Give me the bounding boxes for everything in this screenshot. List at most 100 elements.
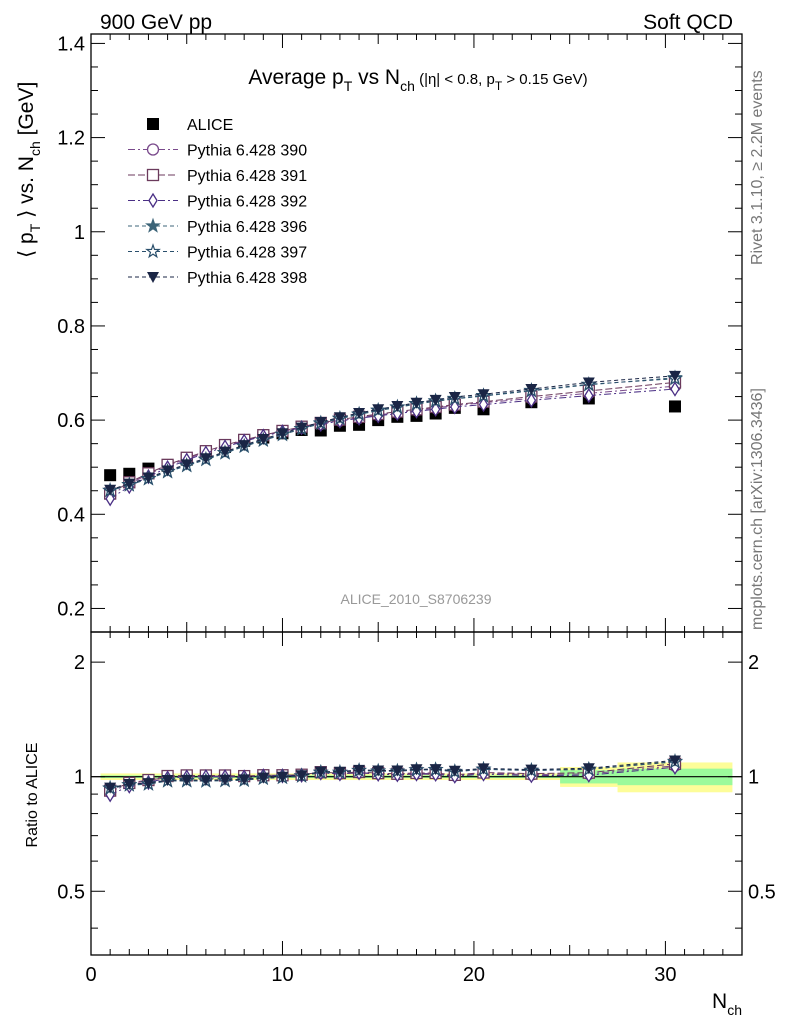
data-point: [526, 392, 537, 409]
data-point: [123, 478, 136, 490]
ratio-point: [295, 770, 308, 782]
data-point: [104, 484, 117, 496]
legend-label: Pythia 6.428 390: [187, 143, 307, 160]
y-tick-label: 0.4: [57, 504, 85, 526]
legend-label: Pythia 6.428 391: [187, 168, 307, 185]
data-point: [104, 469, 117, 482]
data-point: [477, 389, 490, 401]
ratio-y-tick-label: 0.5: [57, 881, 85, 903]
legend-entry: Pythia 6.428 398: [128, 270, 307, 287]
data-point: [391, 400, 404, 412]
legend-marker: [146, 168, 160, 182]
ratio-point: [582, 763, 595, 775]
series-line: [109, 378, 676, 491]
data-point: [670, 381, 680, 397]
ratio-point: [104, 782, 117, 794]
legend-marker: [147, 272, 159, 283]
ratio-panel: 0.5 0.51 12 20 10 20 30: [57, 631, 776, 986]
header-right: Soft QCD: [643, 11, 733, 34]
legend-entry: Pythia 6.428 392: [128, 192, 307, 211]
data-point: [142, 472, 155, 484]
data-point: [372, 404, 385, 416]
legend-entry: Pythia 6.428 391: [128, 168, 307, 185]
data-point: [314, 416, 327, 428]
data-point: [238, 440, 251, 452]
mcplots-label: mcplots.cern.ch [arXiv:1306.3436]: [749, 388, 766, 630]
ratio-point: [219, 774, 232, 786]
ratio-y-tick-label-right: 0.5: [748, 881, 776, 903]
ratio-y-tick-label: 1: [74, 767, 85, 789]
ratio-point: [372, 765, 385, 777]
legend-marker: [148, 192, 158, 209]
ratio-y-tick-label-right: 2: [748, 652, 759, 674]
ratio-y-tick-label-right: 1: [748, 767, 759, 789]
legend-entry: Pythia 6.428 396: [128, 217, 307, 236]
data-point: [410, 397, 423, 409]
legend-label: ALICE: [187, 117, 233, 134]
main-panel: 0.2 0.4 0.6 0.8 1 1.2 1.4 ALICE Pythia 6.428 390…: [57, 33, 743, 633]
y-tick-label: 1.4: [57, 33, 85, 55]
x-tick-label: 10: [271, 964, 293, 986]
data-point: [668, 400, 681, 413]
main-ylabel: ⟨ pT ⟩ vs. Nch [GeV]: [15, 82, 43, 258]
ratio-point: [276, 771, 289, 783]
y-tick-label: 1.2: [57, 128, 85, 150]
ratio-point: [180, 774, 193, 786]
ratio-series-398: [104, 755, 681, 794]
y-tick-label: 0.6: [57, 410, 85, 432]
data-point: [199, 453, 212, 465]
legend-entry: Pythia 6.428 397: [128, 243, 307, 262]
ratio-point: [199, 775, 212, 787]
rivet-label: Rivet 3.1.10, ≥ 2.2M events: [749, 70, 766, 265]
ratio-point: [238, 774, 251, 786]
ratio-ylabel: Ratio to ALICE: [24, 743, 41, 848]
y-tick-label: 0.8: [57, 316, 85, 338]
ratio-point: [448, 765, 461, 777]
data-point: [105, 491, 115, 507]
legend-marker: [145, 243, 161, 259]
ratio-point: [477, 763, 490, 775]
legend-label: Pythia 6.428 397: [187, 245, 307, 262]
ratio-point: [314, 766, 327, 778]
series-line: [109, 375, 676, 491]
main-title: Average pT vs Nch (|η| < 0.8, pT > 0.15 …: [248, 66, 587, 94]
data-point: [448, 392, 461, 404]
data-point: [668, 370, 681, 382]
ratio-frame: [90, 631, 743, 956]
ratio-point: [353, 764, 366, 776]
legend-marker: [146, 143, 160, 156]
ratio-point: [525, 764, 538, 776]
y-tick-label: 0.2: [57, 598, 85, 620]
x-tick-label: 20: [463, 964, 485, 986]
data-point: [180, 459, 193, 471]
data-point: [430, 401, 441, 418]
legend-marker: [147, 118, 159, 130]
legend-label: Pythia 6.428 392: [187, 194, 307, 211]
ratio-point: [429, 764, 442, 776]
data-point: [161, 465, 174, 477]
ratio-point: [333, 766, 346, 778]
series-line: [109, 385, 676, 496]
ratio-point: [161, 775, 174, 787]
data-point: [353, 408, 366, 420]
data-point: [295, 422, 308, 434]
legend-entry: ALICE: [147, 117, 233, 134]
x-tick-label: 0: [85, 964, 96, 986]
legend-label: Pythia 6.428 396: [187, 219, 307, 236]
header-left: 900 GeV pp: [100, 11, 212, 34]
data-point: [478, 396, 489, 413]
data-point: [219, 446, 232, 458]
data-point: [276, 428, 289, 440]
series-398: [104, 370, 681, 496]
x-axis-label: Nch: [712, 990, 742, 1018]
data-point: [257, 433, 270, 445]
ratio-point: [391, 765, 404, 777]
x-tick-label: 30: [654, 964, 676, 986]
ratio-point: [142, 778, 155, 790]
ratio-point: [123, 778, 136, 790]
data-point: [333, 412, 346, 424]
legend-label: Pythia 6.428 398: [187, 270, 307, 287]
legend-marker: [145, 217, 161, 233]
legend: ALICE Pythia 6.428 390 Pythia 6.428 391 Pyt…: [128, 117, 307, 287]
